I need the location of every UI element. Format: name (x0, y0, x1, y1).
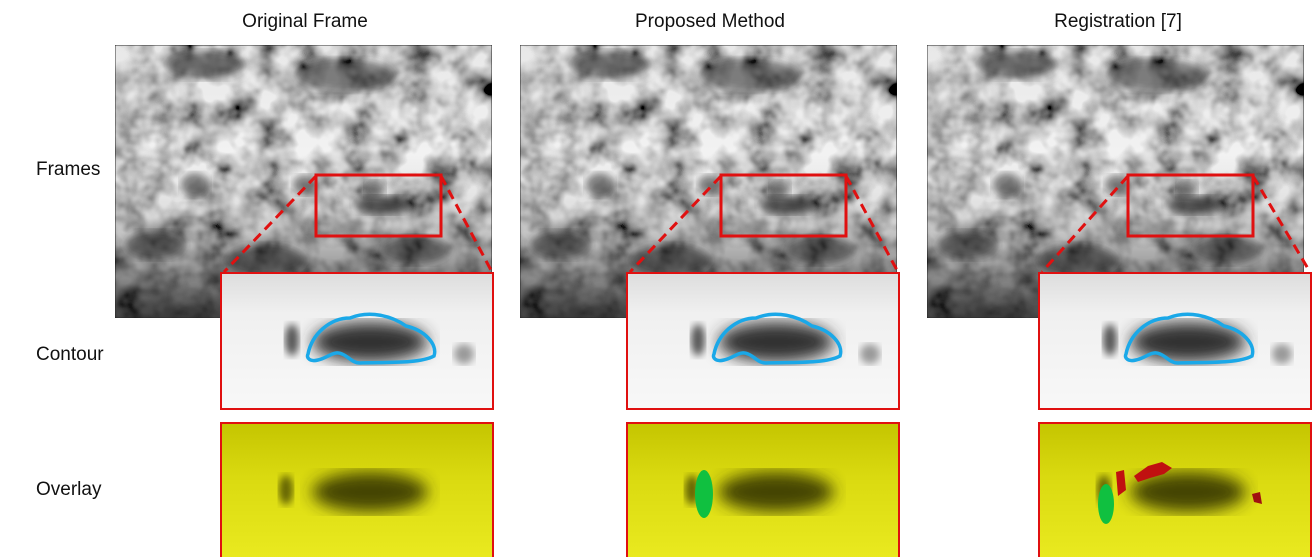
frame-shadow (181, 173, 209, 197)
contour-panel (220, 272, 494, 410)
frame-object (760, 196, 816, 214)
object-blob (285, 324, 299, 356)
overlay-panel (626, 422, 900, 557)
frame-shadow (785, 236, 855, 264)
frame-object (355, 196, 411, 214)
contour-content (220, 272, 494, 410)
object-blob (1272, 344, 1292, 364)
contour-content (1038, 272, 1312, 410)
contour-content (626, 272, 900, 410)
overlay-content (626, 422, 900, 557)
object-blob (691, 324, 705, 356)
object-blob (718, 472, 834, 512)
column-title: Original Frame (242, 11, 368, 32)
frame-shadow (1107, 59, 1207, 91)
frame-shadow (125, 231, 185, 259)
frame-shadow (530, 231, 590, 259)
overlay-panel (1038, 422, 1312, 557)
row-label: Frames (36, 159, 100, 180)
column (115, 45, 494, 557)
frame-shadow (1192, 236, 1262, 264)
object-blob (279, 475, 293, 505)
missed-region (1098, 484, 1114, 524)
overlay-content (220, 422, 494, 557)
row-label: Overlay (36, 479, 102, 500)
figure: Original Frame Proposed Method Registrat… (0, 0, 1315, 557)
contour-panel (1038, 272, 1312, 410)
overlay-content (1038, 422, 1312, 557)
column-title: Proposed Method (635, 11, 785, 32)
panels (115, 45, 1312, 557)
frame-shadow (586, 173, 614, 197)
frame-object (1167, 196, 1223, 214)
overlay-panel (220, 422, 494, 557)
column (927, 45, 1312, 557)
frame-shadow (937, 231, 997, 259)
frame-shadow (1037, 244, 1117, 276)
frame-shadow (380, 236, 450, 264)
frame-shadow (993, 173, 1021, 197)
row-label: Contour (36, 344, 104, 365)
object-blob (312, 472, 428, 512)
missed-region (695, 470, 713, 518)
contour-panel (626, 272, 900, 410)
object-blob (1103, 324, 1117, 356)
frame-shadow (977, 51, 1057, 79)
object-blob (860, 344, 880, 364)
frame-shadow (700, 59, 800, 91)
frame-shadow (295, 59, 395, 91)
column-title: Registration [7] (1054, 11, 1182, 32)
object-blob (454, 344, 474, 364)
frame-shadow (165, 51, 245, 79)
frame-shadow (570, 51, 650, 79)
column (520, 45, 900, 557)
